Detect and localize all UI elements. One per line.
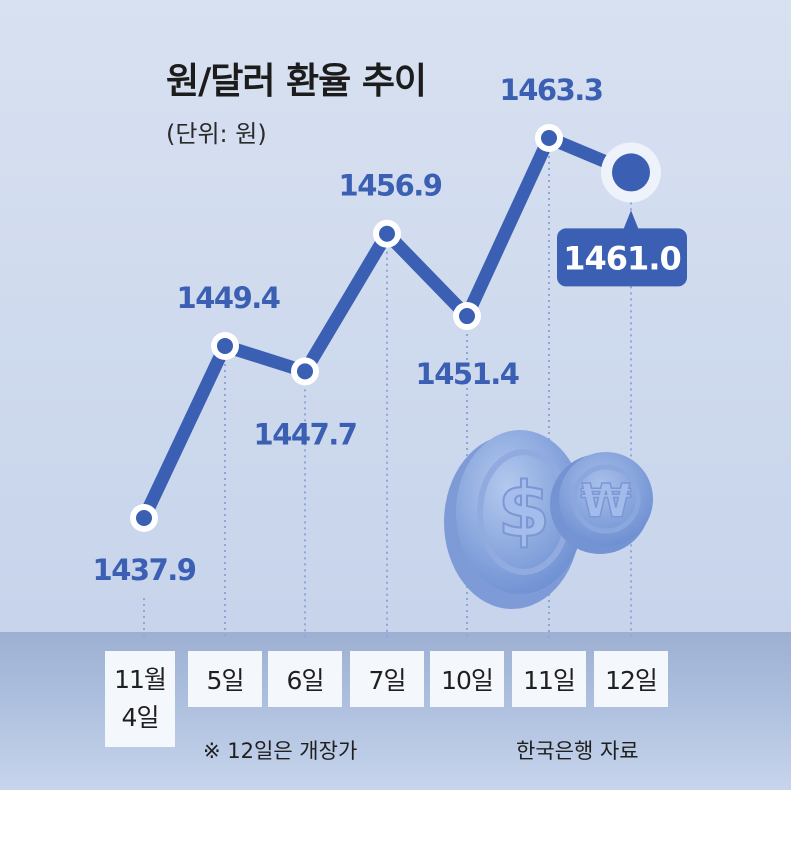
x-tick-label: 12일	[594, 651, 668, 707]
value-label: 1447.7	[254, 417, 357, 451]
x-tick-label: 5일	[188, 651, 262, 707]
chart-canvas: 원/달러 환율 추이 (단위: 원) $ ₩ 1437.9 1449.4 14	[0, 0, 791, 790]
chart-title: 원/달러 환율 추이	[166, 61, 427, 102]
value-label: 1463.3	[500, 73, 603, 107]
value-label: 1456.9	[339, 169, 442, 203]
value-labels: 1437.9 1449.4 1447.7 1456.9 1451.4 1463.3 1461…	[93, 73, 687, 587]
highlight-callout: 1461.0	[557, 210, 687, 287]
x-tick-label: 11월 4일	[105, 651, 175, 747]
value-label: 1449.4	[177, 281, 280, 315]
x-tick-label: 10일	[430, 651, 504, 707]
data-point	[453, 302, 481, 331]
svg-text:₩: ₩	[581, 474, 632, 528]
value-label-highlight: 1461.0	[563, 239, 680, 277]
x-tick-label: 11일	[512, 651, 586, 707]
data-point	[130, 504, 158, 532]
unit-label: (단위: 원)	[166, 120, 267, 148]
data-point	[211, 331, 239, 360]
line-chart: $ ₩ 1437.9 1449.4 1447.7 1456.9 1451.4 1463.3…	[93, 73, 687, 640]
data-points	[130, 124, 661, 532]
value-label: 1451.4	[416, 357, 519, 391]
value-label: 1437.9	[93, 553, 196, 587]
data-point-highlight	[601, 142, 661, 203]
x-tick-label: 6일	[268, 651, 342, 707]
data-point	[291, 357, 319, 386]
svg-text:$: $	[498, 465, 551, 554]
coins-illustration: $ ₩	[444, 430, 653, 609]
footnote: ※ 12일은 개장가	[203, 739, 358, 763]
source-credit: 한국은행 자료	[516, 739, 639, 763]
data-point	[373, 219, 401, 248]
data-point	[535, 124, 563, 152]
x-tick-label: 7일	[350, 651, 424, 707]
